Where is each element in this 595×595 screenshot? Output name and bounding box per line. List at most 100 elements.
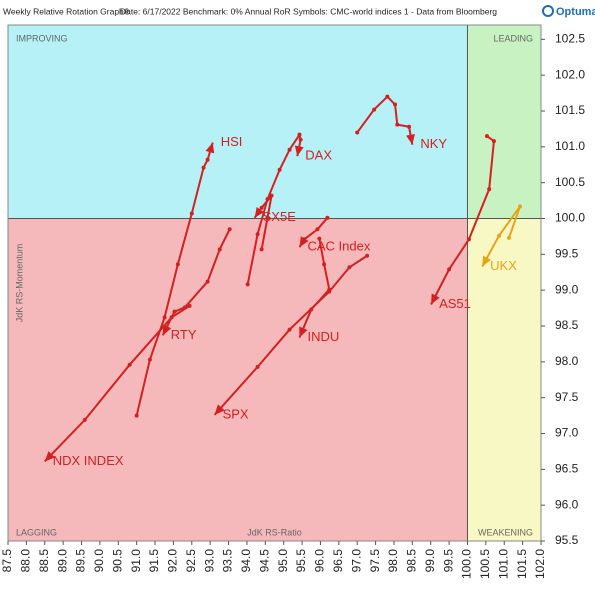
series: SPX [213, 253, 370, 421]
tail-point [169, 315, 174, 320]
x-tick-label: 89.0 [55, 549, 69, 573]
tail-point [245, 282, 250, 287]
tail-point [487, 187, 492, 192]
tail-point [372, 107, 377, 112]
x-tick-label: 100.5 [478, 549, 492, 579]
x-tick-label: 88.5 [37, 549, 51, 573]
tail-point [347, 265, 352, 270]
quadrant-label: LAGGING [16, 527, 57, 537]
arrowhead [299, 326, 308, 338]
arrowhead [254, 207, 265, 218]
tail-line [213, 254, 368, 416]
tail-point [187, 303, 192, 308]
series-label: NKY [420, 136, 447, 151]
arrowhead [214, 404, 225, 415]
y-tick-label: 97.0 [555, 426, 579, 440]
tail-point [484, 134, 489, 139]
tail-point [466, 237, 471, 242]
tail-point [327, 289, 332, 294]
series: CAC Index [298, 215, 371, 254]
y-tick-label: 96.5 [555, 462, 579, 476]
series-label: DAX [305, 148, 332, 163]
tail-point [255, 232, 260, 237]
tail-point [134, 413, 139, 418]
tail-point [447, 267, 452, 272]
tail-point [395, 122, 400, 127]
tail-point [287, 147, 292, 152]
x-tick-label: 101.5 [515, 549, 529, 579]
arrowhead [431, 293, 440, 305]
tail-point [393, 102, 398, 107]
y-tick-label: 98.0 [555, 354, 579, 368]
series-label: HSI [221, 134, 243, 149]
x-tick-label: 93.5 [221, 549, 235, 573]
series-label: SPX [223, 406, 249, 421]
series-label: NDX INDEX [53, 453, 124, 468]
x-tick-label: 88.0 [19, 549, 33, 573]
tail-point [217, 247, 222, 252]
y-tick-label: 99.5 [555, 247, 579, 261]
plot-frame [7, 24, 542, 542]
tail-point [385, 94, 390, 99]
series: INDU [298, 236, 339, 344]
x-tick-label: 98.0 [386, 549, 400, 573]
series: HSI [134, 134, 243, 418]
series: AS51 [430, 134, 496, 311]
y-tick-label: 100.5 [555, 175, 585, 189]
x-tick-label: 87.5 [0, 549, 14, 573]
tail-point [491, 139, 496, 144]
tail-point [147, 357, 152, 362]
x-tick-label: 90.0 [92, 549, 106, 573]
series: UKX [481, 204, 523, 273]
x-tick-label: 101.0 [496, 549, 510, 579]
y-tick-label: 98.5 [555, 318, 579, 332]
arrowhead [406, 134, 415, 145]
y-tick-label: 102.5 [555, 32, 585, 46]
tail-point [269, 193, 274, 198]
x-tick-label: 102.0 [533, 549, 547, 579]
tail-line [481, 205, 521, 267]
x-tick-label: 96.0 [313, 549, 327, 573]
x-tick-label: 92.5 [184, 549, 198, 573]
x-axis-label: JdK RS-Ratio [247, 527, 302, 537]
quadrant-label: IMPROVING [16, 33, 68, 43]
series-label: AS51 [439, 296, 471, 311]
y-tick-label: 100.0 [555, 211, 585, 225]
tail-point [172, 309, 177, 314]
x-tick-label: 89.5 [74, 549, 88, 573]
quadrant-weakening [467, 218, 541, 541]
x-tick-label: 98.5 [405, 549, 419, 573]
x-tick-label: 94.0 [239, 549, 253, 573]
tail-point [189, 211, 194, 216]
series-label: INDU [307, 329, 339, 344]
series: SX5E [253, 193, 296, 252]
tail-point [322, 262, 327, 267]
logo: Optuma [542, 5, 595, 18]
series: NDX INDEX [44, 303, 192, 468]
x-tick-label: 97.5 [368, 549, 382, 573]
tail-point [259, 247, 264, 252]
tail-point [518, 204, 523, 209]
tail-point [259, 205, 264, 210]
tail-point [205, 157, 210, 162]
arrowhead [44, 451, 55, 462]
arrowhead [162, 324, 172, 336]
tail-point [277, 167, 282, 172]
chart-title: Weekly Relative Rotation Graph® [3, 6, 131, 16]
y-tick-label: 96.0 [555, 497, 579, 511]
quadrant-label: WEAKENING [478, 527, 533, 537]
tail-point [162, 315, 167, 320]
tail-point [265, 215, 270, 220]
quadrant-lagging [8, 218, 468, 541]
x-tick-label: 91.5 [147, 549, 161, 573]
y-tick-label: 101.0 [555, 139, 585, 153]
tail-point [227, 227, 232, 232]
x-tick-label: 95.0 [276, 549, 290, 573]
x-tick-label: 90.5 [110, 549, 124, 573]
tail-point [315, 227, 320, 232]
quadrant-leading [467, 25, 541, 219]
y-tick-label: 102.0 [555, 67, 585, 81]
x-tick-label: 99.0 [423, 549, 437, 573]
tail-point [317, 236, 322, 241]
